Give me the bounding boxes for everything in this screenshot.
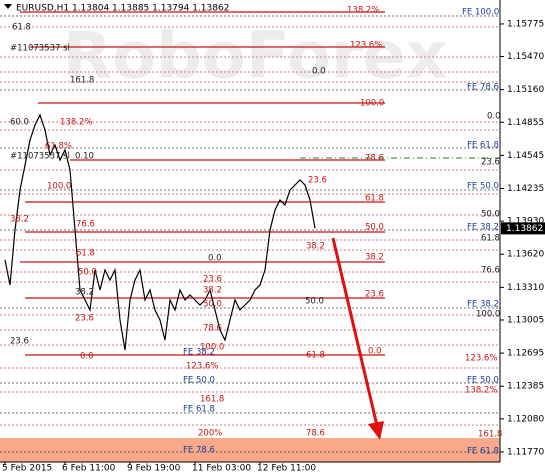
y-tick-label: 1.15470 xyxy=(507,52,544,62)
level-label: FE 38.2 xyxy=(183,348,215,358)
level-label: 161.8 xyxy=(70,76,94,86)
level-label: FE 61.8 xyxy=(183,405,215,415)
level-label: FE 78.6 xyxy=(183,446,215,456)
level-label: 61.8 xyxy=(306,351,325,361)
level-label: 138.2% xyxy=(465,386,497,396)
level-label: 161.8 xyxy=(200,395,224,405)
x-tick-label: 6 Feb 11:00 xyxy=(62,464,116,474)
level-label: 23.6 xyxy=(10,337,29,347)
x-tick-label: 9 Feb 19:00 xyxy=(127,464,181,474)
y-tick-label: 1.13310 xyxy=(507,283,544,293)
level-label: 138.2% xyxy=(60,118,92,128)
y-tick-label: 1.12385 xyxy=(507,382,544,392)
level-label: 60.0 xyxy=(10,118,29,128)
level-label: #11073537 sl xyxy=(10,44,70,54)
level-label: 100.0 xyxy=(200,343,224,353)
level-label: 50.0 xyxy=(305,297,324,307)
level-label: 123.6% xyxy=(350,41,382,51)
level-label: 100.0 xyxy=(476,310,500,320)
level-label: 0.0 xyxy=(80,352,94,362)
y-tick-label: 1.14545 xyxy=(507,151,544,161)
level-label: 38.2 xyxy=(10,215,29,225)
level-label: 38.2 xyxy=(365,253,384,263)
level-label: 50.0 xyxy=(203,300,222,310)
level-label: 61.8 xyxy=(76,249,95,259)
level-label: 76.6 xyxy=(76,220,95,230)
level-label: FE 50.0 xyxy=(183,376,215,386)
level-label: 50.0 xyxy=(481,210,500,220)
level-label: 161.8 xyxy=(478,430,502,440)
forecast-arrow-head xyxy=(368,421,384,440)
y-tick-label: 1.13930 xyxy=(507,217,544,227)
price-line xyxy=(4,113,316,351)
level-label: 123.6% xyxy=(465,354,497,364)
level-label: 78.6 xyxy=(306,429,325,439)
level-label: 61.8 xyxy=(481,234,500,244)
target-zone xyxy=(0,438,500,462)
level-label: FE 78.6 xyxy=(467,83,499,93)
y-tick-label: 1.12080 xyxy=(507,414,544,424)
y-tick-label: 1.15775 xyxy=(507,19,544,29)
watermark: RoboForex xyxy=(63,20,447,94)
y-tick-label: 1.14235 xyxy=(507,184,544,194)
level-label: 38.2 xyxy=(306,242,325,252)
y-tick-label: 1.14855 xyxy=(507,118,544,128)
level-label: 23.6 xyxy=(203,275,222,285)
level-label: FE 38.2 xyxy=(467,223,499,233)
level-label: 61.8 xyxy=(365,194,384,204)
level-label: 123.6% xyxy=(186,362,218,372)
level-label: 0.0 xyxy=(368,347,382,357)
last-price-box xyxy=(501,222,545,235)
level-label: 50.0 xyxy=(365,223,384,233)
last-price-label: 1.13862 xyxy=(506,224,543,234)
level-label: FE 50.0 xyxy=(467,376,499,386)
y-tick-label: 1.15160 xyxy=(507,85,544,95)
level-label: FE 38.2 xyxy=(467,300,499,310)
level-label: 100.0 xyxy=(360,99,384,109)
x-tick-label: 12 Feb 11:00 xyxy=(257,464,316,474)
chart-title: EURUSD,H1 1.13804 1.13885 1.13794 1.1386… xyxy=(16,4,229,14)
level-label: 76.6 xyxy=(481,266,500,276)
level-label: 0.0 xyxy=(208,254,222,264)
y-tick-label: 1.13005 xyxy=(507,315,544,325)
level-label: 23.6 xyxy=(365,290,384,300)
level-label: 61.8% xyxy=(45,142,72,152)
level-label: FE 100.0 xyxy=(462,8,499,18)
level-label: 0.10 xyxy=(75,152,94,162)
y-tick-label: 1.11770 xyxy=(507,447,544,457)
y-tick-label: 1.13620 xyxy=(507,250,544,260)
level-label: 50.0 xyxy=(78,268,97,278)
menu-arrow xyxy=(4,4,12,9)
level-label: FE 61.8 xyxy=(467,447,499,457)
x-tick-label: 5 Feb 2015 xyxy=(2,464,52,474)
level-label: 38.2 xyxy=(75,288,94,298)
level-label: 78.6 xyxy=(203,324,222,334)
level-label: 23.6 xyxy=(481,158,500,168)
level-label: 38.2 xyxy=(203,286,222,296)
y-tick-label: 1.12695 xyxy=(507,349,544,359)
forecast-arrow xyxy=(331,237,380,431)
level-label: 23.6 xyxy=(308,176,327,186)
level-label: 138.2% xyxy=(347,6,379,16)
level-label: 61.8 xyxy=(12,23,31,33)
level-label: 0.0 xyxy=(312,67,326,77)
level-label: #11073537 sl xyxy=(10,152,70,162)
level-label: 78.6 xyxy=(365,154,384,164)
level-label: 100.0 xyxy=(47,182,71,192)
level-label: 200% xyxy=(198,429,222,439)
level-label: 23.6 xyxy=(75,314,94,324)
level-label: FE 50.0 xyxy=(467,182,499,192)
level-label: 0.0 xyxy=(487,112,501,122)
x-tick-label: 11 Feb 03:00 xyxy=(192,464,251,474)
level-label: FE 61.8 xyxy=(467,141,499,151)
